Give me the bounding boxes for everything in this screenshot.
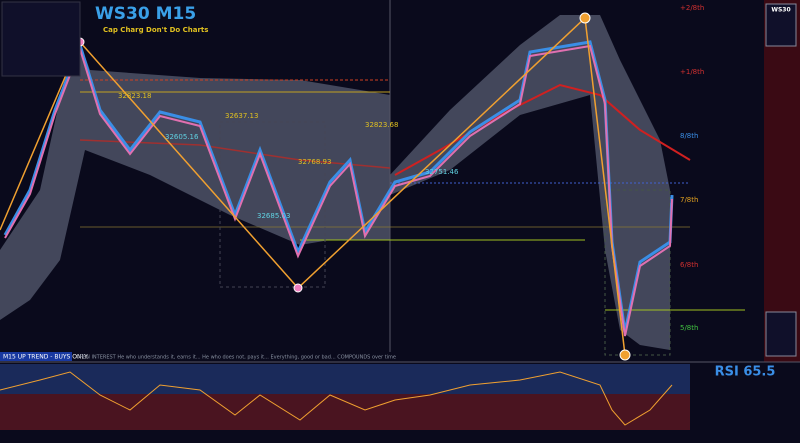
level-label: 7/8th — [680, 196, 698, 204]
price-path — [4, 44, 673, 337]
side-strip — [764, 0, 800, 362]
symbol: WS30 — [771, 7, 790, 14]
price-label: 32751.46 — [425, 168, 459, 176]
level-label: +1/8th — [680, 68, 704, 76]
ticker: OPEN INTEREST He who understands it, ear… — [76, 355, 396, 361]
moving-average — [394, 83, 691, 176]
info-table — [1, 1, 81, 77]
pivot — [293, 283, 303, 293]
box — [604, 189, 671, 356]
trend-box — [0, 352, 72, 361]
price-label: 32768.93 — [298, 158, 331, 166]
pivot — [619, 349, 631, 361]
level-label: 6/8th — [680, 261, 698, 269]
band — [390, 15, 670, 350]
price-label: 32685.03 — [257, 212, 290, 220]
rsi-label: RSI 65.5 — [715, 365, 776, 380]
rsi-line — [0, 371, 673, 426]
level-label: 5/8th — [680, 324, 698, 332]
title: WS30 M15 — [95, 4, 196, 24]
price-label: 32605.16 — [165, 133, 199, 141]
trend-note: M15 UP TREND - BUYS ONLY. — [3, 354, 88, 361]
price-label: 32823.18 — [118, 92, 151, 100]
pivot — [579, 12, 591, 24]
rsi-zone — [0, 364, 690, 394]
side-box — [765, 311, 797, 357]
level-label: 8/8th — [680, 132, 698, 140]
price-label: 32637.13 — [225, 112, 258, 120]
subtitle: Cap Charg Don't Do Charts — [103, 26, 208, 34]
box — [219, 121, 326, 288]
level-label: +2/8th — [680, 4, 704, 12]
rsi-zone — [0, 394, 690, 430]
side-box — [765, 3, 797, 47]
price-label: 32823.68 — [365, 121, 398, 129]
